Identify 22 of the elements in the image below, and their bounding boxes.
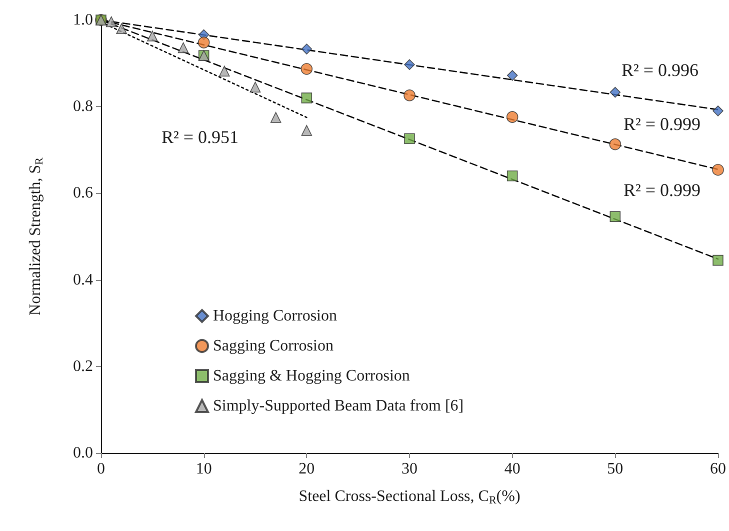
y-tick-label: 0.6: [73, 184, 93, 202]
y-tick-label: 0.2: [73, 358, 93, 375]
y-tick-label: 0.8: [73, 98, 93, 116]
legend-label: Simply-Supported Beam Data from [6]: [213, 398, 464, 414]
x-tick-label: 0: [97, 460, 105, 478]
annotation: R² = 0.951: [161, 127, 239, 147]
annotation: R² = 0.999: [623, 180, 701, 200]
legend-label: Sagging & Hogging Corrosion: [213, 368, 410, 384]
x-tick-label: 40: [504, 460, 520, 478]
y-tick-label: 1.0: [73, 12, 93, 28]
x-tick-label: 50: [607, 460, 624, 478]
y-tick-label: 0.4: [73, 271, 93, 288]
x-tick-label: 10: [196, 460, 212, 478]
annotation: R² = 0.999: [623, 114, 701, 134]
y-tick-label: 0.0: [73, 444, 93, 462]
legend-label: Hogging Corrosion: [213, 308, 337, 324]
x-tick-label: 20: [298, 460, 315, 478]
x-tick-label: 60: [710, 460, 726, 478]
annotation: R² = 0.996: [621, 60, 699, 80]
legend-label: Sagging Corrosion: [213, 338, 334, 354]
y-axis-title: Normalized Strength, SR: [27, 156, 46, 316]
x-tick-label: 30: [402, 460, 418, 478]
